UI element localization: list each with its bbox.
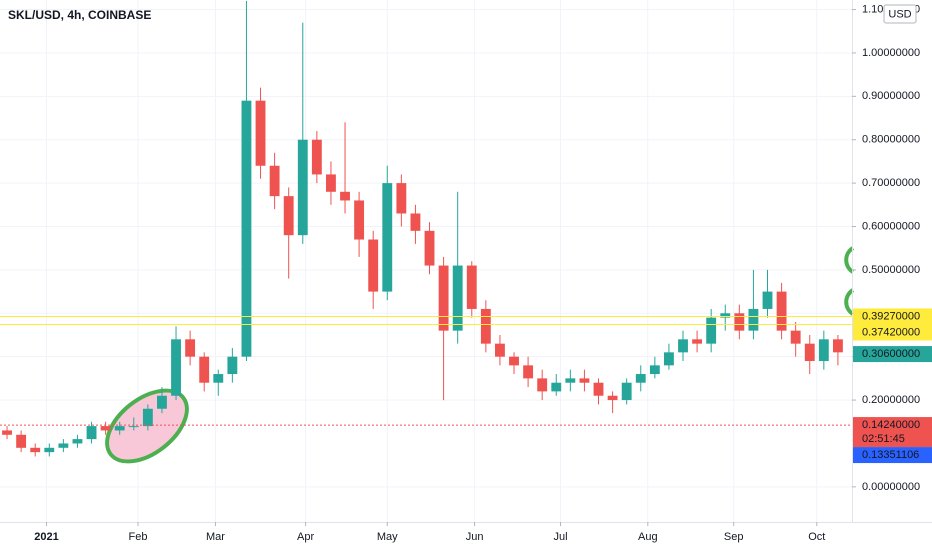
countdown-label: 02:51:45 bbox=[862, 433, 905, 445]
axes: 0.000000000.200000000.300000000.40000000… bbox=[34, 3, 932, 543]
candle-body bbox=[142, 408, 153, 427]
y-tick-label: 0.50000000 bbox=[862, 264, 920, 276]
price-label-box bbox=[853, 417, 932, 448]
candle-body bbox=[523, 365, 534, 379]
candle-body bbox=[466, 265, 477, 309]
y-tick-label: 0.20000000 bbox=[862, 394, 920, 406]
x-tick-label: Jun bbox=[466, 531, 484, 543]
candle-body bbox=[480, 308, 491, 344]
y-tick-label: 0.90000000 bbox=[862, 90, 920, 102]
candle-body bbox=[326, 174, 336, 192]
candle-body bbox=[776, 291, 787, 331]
price-label-box bbox=[853, 447, 932, 464]
candle-body bbox=[185, 339, 196, 357]
x-tick-label: Feb bbox=[129, 531, 148, 543]
price-label: 0.39270000 bbox=[862, 310, 920, 322]
x-tick-label: Oct bbox=[808, 531, 825, 543]
candle-body bbox=[452, 265, 463, 331]
candle-body bbox=[424, 230, 435, 266]
candle-body bbox=[297, 139, 308, 236]
candle-body bbox=[100, 426, 111, 431]
candle-body bbox=[734, 313, 745, 331]
candle-body bbox=[579, 378, 590, 383]
candle-body bbox=[171, 339, 181, 396]
x-tick-label: Aug bbox=[638, 531, 658, 543]
candle-body bbox=[537, 378, 548, 392]
candle-body bbox=[30, 447, 41, 453]
candle-body bbox=[2, 430, 12, 435]
currency-box[interactable] bbox=[883, 4, 917, 24]
candle-body bbox=[213, 374, 224, 383]
candle-body bbox=[340, 191, 350, 201]
candle-body bbox=[804, 343, 815, 362]
candle-body bbox=[818, 339, 829, 362]
x-tick-label: 2021 bbox=[34, 531, 58, 543]
price-label-box bbox=[853, 346, 932, 363]
y-tick-label: 0.80000000 bbox=[862, 134, 920, 146]
y-tick-label: 0.70000000 bbox=[862, 177, 920, 189]
candle-body bbox=[720, 313, 731, 318]
candle-body bbox=[748, 308, 759, 331]
candle-body bbox=[565, 378, 576, 383]
candle-body bbox=[255, 100, 266, 166]
candle-body bbox=[396, 183, 407, 214]
candle-body bbox=[509, 356, 519, 366]
candle-body bbox=[593, 382, 604, 396]
x-tick-label: May bbox=[377, 531, 398, 543]
candle-body bbox=[16, 434, 27, 448]
candle-body bbox=[86, 426, 97, 440]
candle-body bbox=[283, 196, 294, 236]
candle-body bbox=[157, 395, 167, 409]
candle-body bbox=[551, 382, 562, 392]
candle-body bbox=[58, 443, 69, 448]
price-label-box bbox=[853, 308, 932, 325]
candle-body bbox=[382, 183, 393, 292]
candle-body bbox=[832, 339, 843, 353]
candle-body bbox=[227, 356, 238, 375]
x-tick-label: Jul bbox=[553, 531, 567, 543]
candle-body bbox=[199, 356, 210, 383]
candle-body bbox=[663, 352, 674, 366]
candle-body bbox=[621, 382, 632, 401]
y-tick-label: 1.00000000 bbox=[862, 47, 920, 59]
candle-body bbox=[241, 100, 252, 357]
candle-body bbox=[706, 317, 717, 344]
candle-body bbox=[692, 339, 703, 344]
x-tick-label: Apr bbox=[297, 531, 314, 543]
candle-body bbox=[495, 343, 505, 357]
candle-body bbox=[269, 165, 280, 197]
candle-body bbox=[790, 330, 801, 344]
candle-body bbox=[410, 213, 421, 231]
candle-body bbox=[649, 365, 660, 375]
candle-body bbox=[368, 239, 379, 292]
y-tick-label: 0.60000000 bbox=[862, 220, 920, 232]
price-label: 0.30600000 bbox=[862, 348, 920, 360]
candle-body bbox=[128, 426, 139, 428]
candle-body bbox=[678, 339, 688, 353]
x-tick-label: Sep bbox=[724, 531, 744, 543]
candle-body bbox=[354, 200, 365, 240]
grid bbox=[0, 0, 852, 522]
price-label: 0.13351106 bbox=[862, 449, 919, 461]
annotation-arc bbox=[844, 288, 855, 316]
candle-body bbox=[762, 291, 773, 309]
price-label: 0.14240000 bbox=[862, 419, 920, 431]
candle-body bbox=[607, 395, 618, 401]
candle-body bbox=[438, 265, 449, 331]
candle-body bbox=[72, 439, 83, 444]
candle-body bbox=[44, 447, 55, 453]
candles bbox=[0, 0, 852, 457]
candle-body bbox=[114, 426, 125, 431]
price-label-box bbox=[853, 324, 932, 341]
chart-title: SKL/USD, 4h, COINBASE bbox=[8, 8, 151, 22]
annotation-arc bbox=[844, 246, 855, 274]
y-tick-label: 0.00000000 bbox=[862, 481, 920, 493]
candle-body bbox=[311, 139, 322, 175]
price-label: 0.37420000 bbox=[862, 326, 920, 338]
currency-label[interactable]: USD bbox=[888, 8, 911, 20]
candle-body bbox=[635, 374, 646, 383]
x-tick-label: Mar bbox=[206, 531, 225, 543]
